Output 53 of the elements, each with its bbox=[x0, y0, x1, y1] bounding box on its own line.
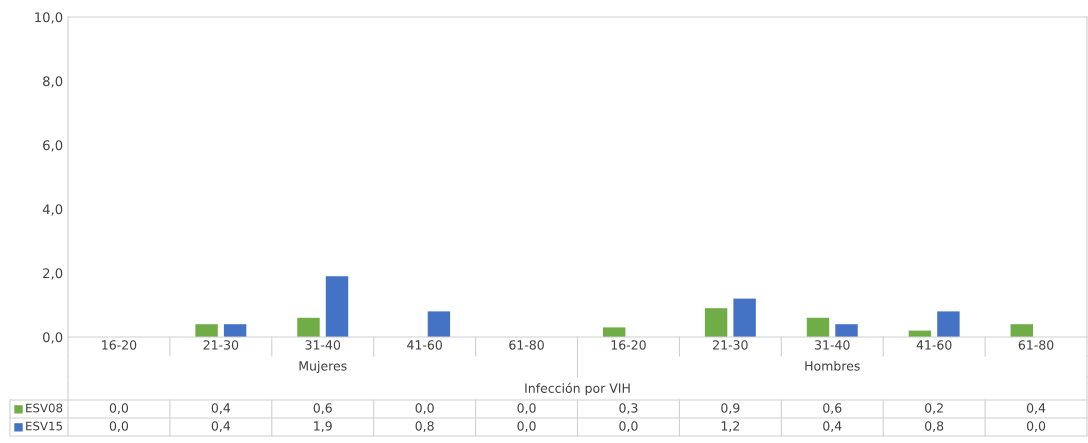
data-label: 0,0 bbox=[517, 403, 536, 414]
data-label: 0,4 bbox=[211, 421, 231, 432]
data-label: 0,0 bbox=[109, 403, 129, 414]
bar bbox=[937, 311, 960, 337]
legend-label: ESV08 bbox=[26, 403, 63, 413]
x-tick-label: 21-30 bbox=[713, 340, 748, 350]
data-label: 0,4 bbox=[823, 421, 842, 432]
data-label: 1,2 bbox=[721, 421, 740, 432]
bar bbox=[223, 324, 247, 337]
bar bbox=[835, 324, 858, 337]
x-tick-label: 16-20 bbox=[102, 340, 137, 350]
x-tick-label: 16-20 bbox=[611, 340, 646, 350]
data-label: 0,0 bbox=[415, 403, 434, 414]
x-tick-label: 41-60 bbox=[407, 340, 442, 350]
x-tick-label: 31-40 bbox=[305, 340, 341, 350]
data-label: 0,0 bbox=[109, 421, 129, 432]
data-label: 0,0 bbox=[619, 421, 638, 432]
data-label: 0,8 bbox=[415, 421, 434, 432]
y-tick-label: 0,0 bbox=[43, 332, 63, 344]
data-label: 0,8 bbox=[925, 421, 944, 432]
data-label: 0,4 bbox=[211, 403, 231, 414]
bar bbox=[806, 317, 830, 337]
x-tick-label: 21-30 bbox=[203, 340, 239, 350]
x-axis-title: Infección por VIH bbox=[525, 382, 630, 396]
y-tick-label: 6,0 bbox=[43, 140, 63, 152]
data-label: 0,2 bbox=[925, 403, 943, 414]
bar bbox=[1010, 324, 1033, 337]
data-label: 0,6 bbox=[313, 403, 332, 414]
x-tick-label: 61-80 bbox=[1018, 340, 1054, 350]
y-tick-label: 10,0 bbox=[35, 12, 63, 24]
x-tick-label: 61-80 bbox=[509, 340, 544, 350]
x-tick-label: 41-60 bbox=[916, 340, 952, 350]
y-tick-label: 2,0 bbox=[43, 268, 63, 280]
bar bbox=[195, 324, 218, 337]
text: Mujeres bbox=[299, 360, 347, 374]
data-label: 0,0 bbox=[1026, 421, 1046, 432]
data-label: 0,4 bbox=[1026, 403, 1046, 414]
text: Hombres bbox=[805, 360, 860, 371]
bar bbox=[602, 327, 626, 337]
bar bbox=[297, 317, 320, 337]
data-label: 0,0 bbox=[517, 421, 536, 432]
data-label: 1,9 bbox=[314, 421, 332, 432]
bar bbox=[704, 308, 728, 337]
data-label: 0,9 bbox=[721, 403, 740, 414]
bar bbox=[427, 311, 451, 337]
y-tick-label: 4,0 bbox=[42, 204, 63, 216]
bar bbox=[325, 276, 349, 337]
legend-label: ESV15 bbox=[26, 421, 63, 431]
data-label: 0,3 bbox=[619, 403, 638, 414]
x-tick-label: 31-40 bbox=[815, 340, 850, 350]
y-tick-label: 8,0 bbox=[43, 76, 63, 88]
data-label: 0,6 bbox=[823, 403, 842, 414]
bar bbox=[733, 298, 756, 337]
